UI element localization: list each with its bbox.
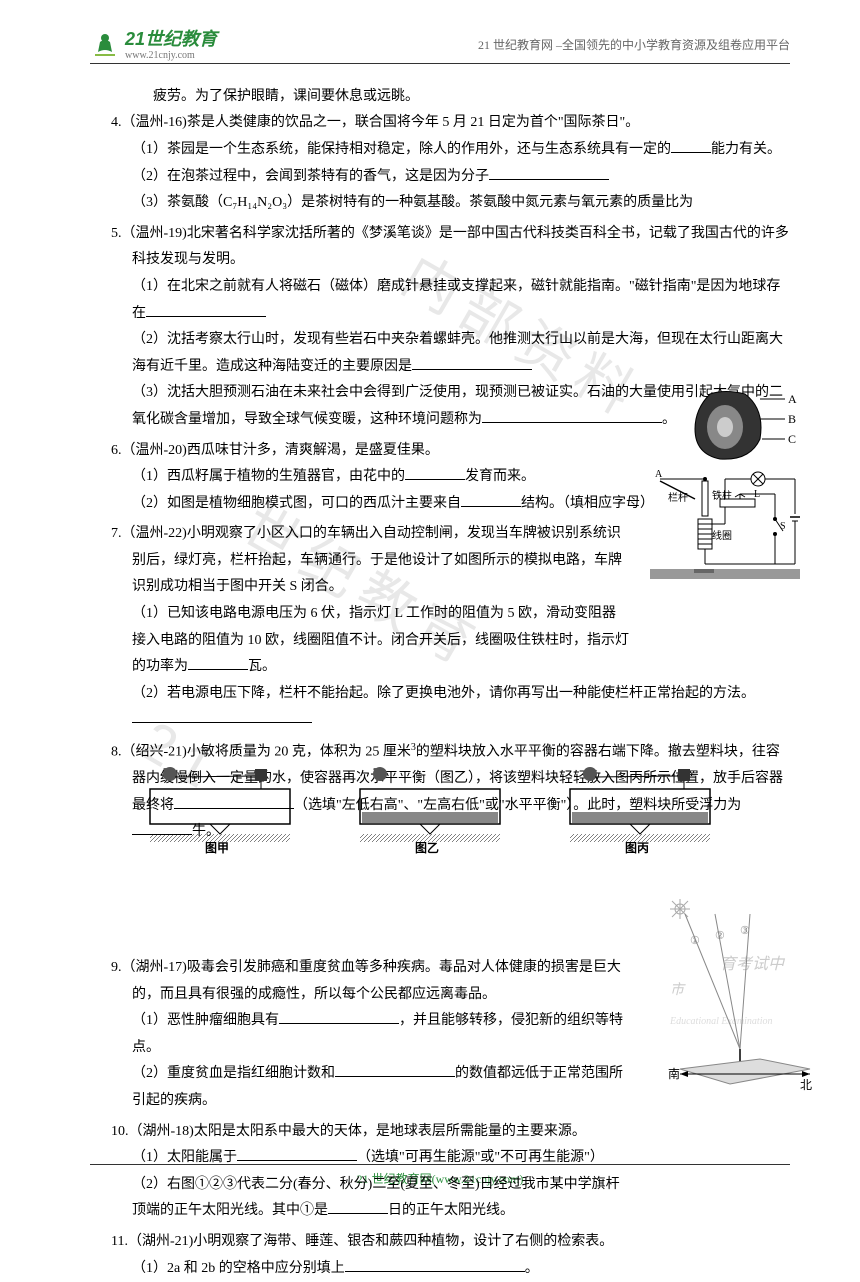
blank: [482, 409, 662, 423]
q9-p1a: （1）恶性肿瘤细胞具有: [132, 1013, 279, 1028]
blank: [461, 493, 521, 507]
q4-stem: 4.（温州-16)茶是人类健康的饮品之一，联合国将今年 5 月 21 日定为首个…: [90, 110, 790, 137]
content: 内部资料 世纪教育 21 疲劳。为了保护眼睛，课间要休息或远眺。 4.（温州-1…: [90, 84, 790, 1282]
question-4: 4.（温州-16)茶是人类健康的饮品之一，联合国将今年 5 月 21 日定为首个…: [90, 110, 790, 216]
q11-stem: 11.（湖州-21)小明观察了海带、睡莲、银杏和蕨四种植物，设计了右侧的检索表。: [90, 1229, 790, 1256]
question-5: 5.（温州-19)北宋著名科学家沈括所著的《梦溪笔谈》是一部中国古代科技类百科全…: [90, 221, 790, 434]
header-tagline: 21 世纪教育网 –全国领先的中小学教育资源及组卷应用平台: [478, 34, 790, 57]
wm-text2: 市: [670, 982, 686, 998]
coil-label: 线圈: [712, 529, 732, 542]
q4-p2: （2）在泡茶过程中，会闻到茶特有的香气，这是因为分子: [90, 164, 790, 191]
q6-stem: 6.（温州-20)西瓜味甘汁多，清爽解渴，是盛夏佳果。: [90, 438, 670, 465]
q4-p2-text: （2）在泡茶过程中，会闻到茶特有的香气，这是因为分子: [132, 169, 489, 184]
wm-text: 育考试中: [720, 955, 786, 973]
logo-icon: [90, 30, 120, 60]
q9-stem: 9.（湖州-17)吸毒会引发肺癌和重度贫血等多种疾病。毒品对人体健康的损害是巨大…: [90, 955, 630, 1008]
bar-label: 栏杆: [668, 491, 688, 504]
blank: [146, 303, 266, 317]
q6-p1b: 发育而来。: [465, 469, 535, 484]
s-label: S: [780, 521, 786, 532]
q4-p1b: 能力有关。: [711, 142, 781, 157]
blank: [237, 1147, 357, 1161]
south-label: 南: [668, 1066, 680, 1081]
q5-p3-text: （3）沈括大胆预测石油在未来社会中会得到广泛使用，现预测已被证实。石油的大量使用…: [132, 385, 783, 427]
blank: [188, 656, 248, 670]
q7-p1: （1）已知该电路电源电压为 6 伏，指示灯 L 工作时的阻值为 5 欧，滑动变阻…: [90, 601, 630, 681]
fig-c-label: 图丙: [625, 841, 649, 854]
q5-p2: （2）沈括考察太行山时，发现有些岩石中夹杂着螺蚌壳。他推测太行山以前是大海，但现…: [90, 327, 790, 380]
q6-p2a: （2）如图是植物细胞模式图，可口的西瓜汁主要来自: [132, 496, 461, 511]
label-a: A: [788, 392, 797, 406]
label-a: A: [655, 469, 663, 480]
fig-b-label: 图乙: [415, 841, 439, 854]
balance-figure: 图甲 图乙 图丙: [140, 764, 740, 854]
q11-p1-text: （1）2a 和 2b 的空格中应分别填上: [132, 1261, 345, 1276]
blank: [335, 1063, 455, 1077]
q10-p2: （2）右图①②③代表二分(春分、秋分)二至(夏至、冬至)日经过我市某中学旗杆顶端…: [90, 1172, 630, 1225]
q6-p1: （1）西瓜籽属于植物的生殖器官，由花中的 发育而来。: [90, 464, 670, 491]
q11-p1: （1）2a 和 2b 的空格中应分别填上。: [90, 1256, 790, 1282]
page-header: 21世纪教育 www.21cnjy.com 21 世纪教育网 –全国领先的中小学…: [90, 30, 790, 64]
q6-p2: （2）如图是植物细胞模式图，可口的西瓜汁主要来自 结构。（填相应字母）: [90, 491, 670, 518]
blank: [412, 356, 532, 370]
q6-p2b: 结构。（填相应字母）: [521, 496, 654, 511]
circ1: ①: [690, 935, 700, 947]
q4-p1-text: （1）茶园是一个生态系统，能保持相对稳定，除人的作用外，还与生态系统具有一定的: [132, 142, 671, 157]
logo-main: 21世纪教育: [125, 30, 217, 50]
sun-figure: ① ② ③ 育考试中 市 Educational Examination 南 北: [660, 894, 820, 1094]
q10-p1: （1）太阳能属于 （选填"可再生能源"或"不可再生能源"）: [90, 1145, 630, 1172]
blank: [489, 166, 609, 180]
q5-stem: 5.（温州-19)北宋著名科学家沈括所著的《梦溪笔谈》是一部中国古代科技类百科全…: [90, 221, 790, 274]
q9-p1: （1）恶性肿瘤细胞具有，并且能够转移，侵犯新的组织等特点。: [90, 1008, 630, 1061]
q7-p2: （2）若电源电压下降，栏杆不能抬起。除了更换电池外，请你再写出一种能使栏杆正常抬…: [90, 681, 790, 734]
fig-a-label: 图甲: [205, 841, 229, 854]
q5-p3: （3）沈括大胆预测石油在未来社会中会得到广泛使用，现预测已被证实。石油的大量使用…: [90, 380, 790, 433]
balance-c: 图丙: [570, 767, 710, 854]
circuit-figure: A 栏杆 铁柱 线圈 L S: [650, 469, 800, 584]
blank: [328, 1200, 388, 1214]
balance-b: 图乙: [360, 767, 500, 854]
q7-stem: 7.（温州-22)小明观察了小区入口的车辆出入自动控制闸，发现当车牌被识别系统识…: [90, 521, 630, 601]
wm-text: Educational Examination: [669, 1016, 773, 1027]
text-layer: 疲劳。为了保护眼睛，课间要休息或远眺。 4.（温州-16)茶是人类健康的饮品之一…: [90, 84, 790, 1282]
q10-p1a: （1）太阳能属于: [132, 1150, 237, 1165]
blank: [132, 709, 312, 723]
q10-stem: 10.（湖州-18)太阳是太阳系中最大的天体，是地球表层所需能量的主要来源。: [90, 1119, 630, 1146]
blank: [405, 466, 465, 480]
north-label: 北: [800, 1078, 812, 1092]
blank: [279, 1010, 399, 1024]
blank: [671, 139, 711, 153]
question-10: 10.（湖州-18)太阳是太阳系中最大的天体，是地球表层所需能量的主要来源。 （…: [90, 1119, 790, 1225]
q4-p3: （3）茶氨酸（C₇H₁₄N₂O₃）是茶树特有的一种氨基酸。茶氨酸中氮元素与氧元素…: [90, 190, 790, 217]
logo-url: www.21cnjy.com: [125, 50, 217, 61]
q7-p2-text: （2）若电源电压下降，栏杆不能抬起。除了更换电池外，请你再写出一种能使栏杆正常抬…: [132, 686, 755, 701]
q10-p2b: 日的正午太阳光线。: [388, 1203, 514, 1218]
q9-p2: （2）重度贫血是指红细胞计数和的数值都远低于正常范围所引起的疾病。: [90, 1061, 630, 1114]
q10-p1b: （选填"可再生能源"或"不可再生能源"）: [357, 1150, 604, 1165]
label-c: C: [788, 432, 796, 446]
q5-p1: （1）在北宋之前就有人将磁石（磁体）磨成针悬挂或支撑起来，磁针就能指南。"磁针指…: [90, 274, 790, 327]
q7-p1b: 瓦。: [248, 659, 276, 674]
iron-label: 铁柱: [712, 489, 732, 502]
q9-p2a: （2）重度贫血是指红细胞计数和: [132, 1066, 335, 1081]
q8-s1: 8.（绍兴-21)小敏将质量为 20 克，体积为 25 厘米: [111, 745, 411, 760]
label-b: B: [788, 412, 796, 426]
cell-figure: A B C: [690, 389, 800, 464]
logo-text: 21世纪教育 www.21cnjy.com: [125, 30, 217, 61]
q4-p1: （1）茶园是一个生态系统，能保持相对稳定，除人的作用外，还与生态系统具有一定的 能…: [90, 137, 790, 164]
balance-a: 图甲: [150, 767, 290, 854]
blank: [345, 1258, 525, 1272]
intro-line: 疲劳。为了保护眼睛，课间要休息或远眺。: [90, 84, 790, 111]
q6-p1a: （1）西瓜籽属于植物的生殖器官，由花中的: [132, 469, 405, 484]
question-11: 11.（湖州-21)小明观察了海带、睡莲、银杏和蕨四种植物，设计了右侧的检索表。…: [90, 1229, 790, 1282]
logo: 21世纪教育 www.21cnjy.com: [90, 30, 217, 61]
